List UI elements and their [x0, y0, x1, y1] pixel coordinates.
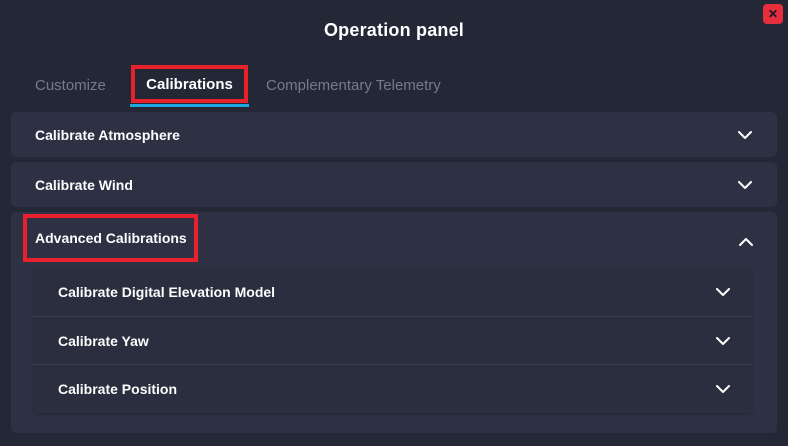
chevron-up-icon: [739, 238, 753, 246]
accordion-header-calibrate-atmosphere[interactable]: Calibrate Atmosphere: [11, 112, 777, 157]
chevron-down-icon: [738, 130, 752, 139]
page-title: Operation panel: [323, 20, 465, 40]
accordion-header-calibrate-position[interactable]: Calibrate Position: [33, 364, 752, 413]
accordion-advanced-calibrations: Advanced Calibrations Calibrate Digital …: [11, 212, 777, 433]
accordion-label: Calibrate Position: [58, 381, 178, 398]
accordion-header-calibrate-wind[interactable]: Calibrate Wind: [11, 162, 777, 207]
accordion-label: Calibrate Atmosphere: [35, 126, 180, 143]
annotation-box-advanced-calibrations: Advanced Calibrations: [23, 214, 198, 262]
close-icon[interactable]: ✕: [763, 4, 783, 24]
tab-customize[interactable]: Customize: [35, 77, 106, 94]
accordion-header-calibrate-dem[interactable]: Calibrate Digital Elevation Model: [33, 268, 752, 316]
chevron-down-icon: [716, 385, 730, 394]
accordion-header-advanced-calibrations[interactable]: Advanced Calibrations: [11, 212, 777, 264]
advanced-calibrations-sublist: Calibrate Digital Elevation Model Calibr…: [33, 268, 752, 413]
accordion-calibrate-atmosphere: Calibrate Atmosphere: [11, 112, 777, 157]
accordion-calibrate-wind: Calibrate Wind: [11, 162, 777, 207]
active-tab-underline: [130, 104, 249, 107]
accordion-label: Advanced Calibrations: [35, 230, 187, 246]
annotation-box-calibrations-tab: Calibrations: [131, 65, 248, 103]
tab-calibrations[interactable]: Calibrations: [146, 75, 233, 93]
chevron-down-icon: [716, 287, 730, 296]
chevron-down-icon: [738, 180, 752, 189]
accordion-label: Calibrate Digital Elevation Model: [58, 283, 276, 300]
accordion-label: Calibrate Yaw: [58, 332, 149, 349]
chevron-down-icon: [716, 336, 730, 345]
accordion-header-calibrate-yaw[interactable]: Calibrate Yaw: [33, 315, 752, 365]
tab-complementary-telemetry[interactable]: Complementary Telemetry: [266, 77, 441, 94]
accordion-label: Calibrate Wind: [35, 176, 133, 193]
